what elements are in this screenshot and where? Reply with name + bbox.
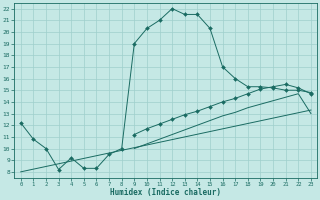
X-axis label: Humidex (Indice chaleur): Humidex (Indice chaleur) xyxy=(110,188,221,197)
